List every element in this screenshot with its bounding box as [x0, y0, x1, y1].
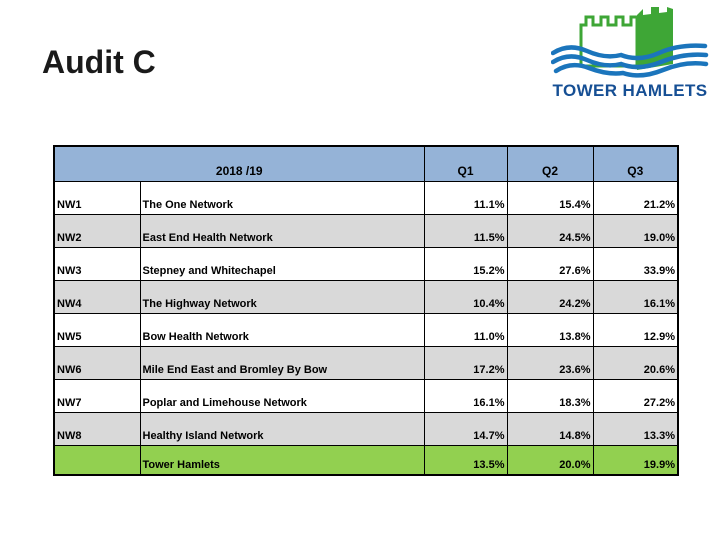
q1-value: 13.5% — [423, 445, 508, 476]
q3-value: 19.0% — [592, 214, 679, 248]
q3-value: 21.2% — [592, 181, 679, 215]
network-code: NW1 — [53, 181, 141, 215]
page-title: Audit C — [42, 44, 156, 80]
empty-cell — [53, 445, 141, 476]
q1-value: 11.5% — [423, 214, 508, 248]
q3-header-cell: Q3 — [592, 145, 679, 182]
q1-value: 17.2% — [423, 346, 508, 380]
network-name: East End Health Network — [139, 214, 425, 248]
network-name: Mile End East and Bromley By Bow — [139, 346, 425, 380]
q2-value: 27.6% — [506, 247, 594, 281]
tower-hamlets-logo: TOWER HAMLETS — [551, 4, 709, 101]
network-name: Bow Health Network — [139, 313, 425, 347]
q3-value: 19.9% — [592, 445, 679, 476]
q2-value: 18.3% — [506, 379, 594, 413]
q3-value: 33.9% — [592, 247, 679, 281]
q3-value: 20.6% — [592, 346, 679, 380]
q1-value: 11.0% — [423, 313, 508, 347]
q3-value: 16.1% — [592, 280, 679, 314]
table-row: NW3 Stepney and Whitechapel 15.2% 27.6% … — [53, 247, 679, 281]
network-code: NW4 — [53, 280, 141, 314]
q2-value: 20.0% — [506, 445, 594, 476]
q2-value: 14.8% — [506, 412, 594, 446]
q3-value: 12.9% — [592, 313, 679, 347]
q2-value: 15.4% — [506, 181, 594, 215]
q1-value: 14.7% — [423, 412, 508, 446]
audit-table: 2018 /19 Q1 Q2 Q3 NW1 The One Network 11… — [53, 145, 679, 476]
table-row: NW1 The One Network 11.1% 15.4% 21.2% — [53, 181, 679, 215]
network-code: NW2 — [53, 214, 141, 248]
q2-value: 24.5% — [506, 214, 594, 248]
network-code: NW5 — [53, 313, 141, 347]
tower-hamlets-total-row: Tower Hamlets 13.5% 20.0% 19.9% — [53, 445, 679, 476]
table-row: NW7 Poplar and Limehouse Network 16.1% 1… — [53, 379, 679, 413]
q2-value: 13.8% — [506, 313, 594, 347]
table-row: NW8 Healthy Island Network 14.7% 14.8% 1… — [53, 412, 679, 446]
q3-value: 27.2% — [592, 379, 679, 413]
table-row: NW4 The Highway Network 10.4% 24.2% 16.1… — [53, 280, 679, 314]
network-name: The Highway Network — [139, 280, 425, 314]
q3-value: 13.3% — [592, 412, 679, 446]
total-row-label: Tower Hamlets — [139, 445, 425, 476]
q2-value: 24.2% — [506, 280, 594, 314]
q1-value: 10.4% — [423, 280, 508, 314]
network-code: NW8 — [53, 412, 141, 446]
network-name: Stepney and Whitechapel — [139, 247, 425, 281]
q1-value: 15.2% — [423, 247, 508, 281]
network-code: NW7 — [53, 379, 141, 413]
year-header-cell: 2018 /19 — [53, 145, 425, 182]
q1-value: 11.1% — [423, 181, 508, 215]
q1-value: 16.1% — [423, 379, 508, 413]
q2-header-cell: Q2 — [506, 145, 594, 182]
network-name: The One Network — [139, 181, 425, 215]
castle-waves-icon — [551, 7, 709, 78]
q2-value: 23.6% — [506, 346, 594, 380]
network-name: Poplar and Limehouse Network — [139, 379, 425, 413]
table-row: NW5 Bow Health Network 11.0% 13.8% 12.9% — [53, 313, 679, 347]
network-name: Healthy Island Network — [139, 412, 425, 446]
network-code: NW6 — [53, 346, 141, 380]
header-row: 2018 /19 Q1 Q2 Q3 — [53, 145, 679, 182]
q1-header-cell: Q1 — [423, 145, 508, 182]
logo-wordmark: TOWER HAMLETS — [552, 81, 708, 100]
network-code: NW3 — [53, 247, 141, 281]
table-row: NW2 East End Health Network 11.5% 24.5% … — [53, 214, 679, 248]
table-row: NW6 Mile End East and Bromley By Bow 17.… — [53, 346, 679, 380]
